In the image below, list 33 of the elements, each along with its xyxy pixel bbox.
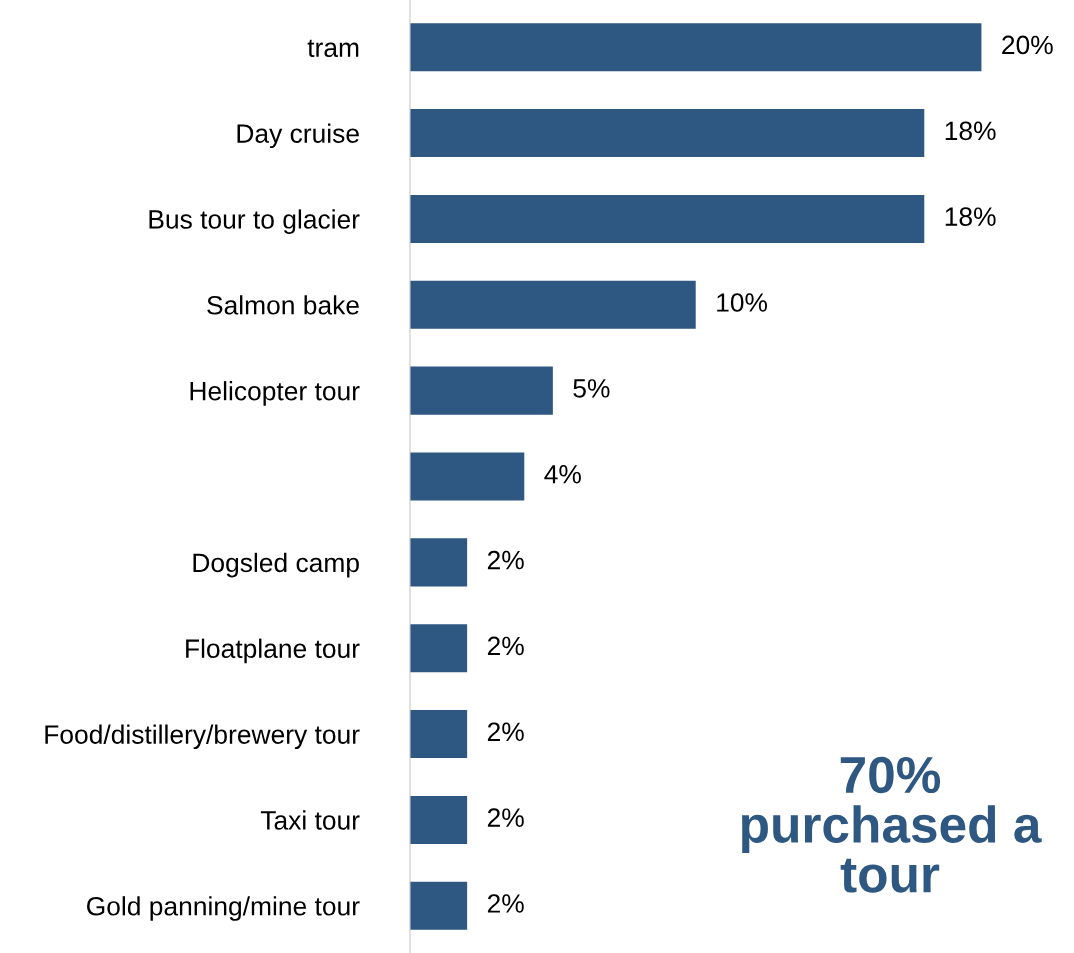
data-label: 18% bbox=[945, 121, 996, 141]
y-tick-label: Salmon bake bbox=[207, 295, 359, 315]
bar bbox=[410, 109, 925, 158]
bar bbox=[410, 366, 553, 415]
bar bbox=[410, 194, 925, 243]
bar bbox=[410, 710, 468, 759]
bar bbox=[410, 624, 468, 673]
bar bbox=[410, 538, 468, 587]
data-label: 2% bbox=[487, 894, 524, 913]
data-label: 4% bbox=[544, 465, 581, 484]
y-tick-label: Floatplane tour bbox=[186, 638, 360, 664]
y-tick-label: tram bbox=[307, 39, 359, 58]
data-label: 2% bbox=[487, 550, 524, 570]
y-tick-label: Gold panning/mine tour bbox=[87, 896, 360, 921]
annotation: 70% purchased a tour bbox=[742, 756, 1042, 893]
data-label: 10% bbox=[717, 293, 768, 312]
y-tick-label: Food/distillery/brewery tour bbox=[45, 724, 360, 750]
y-tick-label: Taxi tour bbox=[260, 810, 360, 830]
y-tick-label: Bus tour to glacier bbox=[149, 209, 360, 234]
data-label: 5% bbox=[573, 379, 610, 398]
bar bbox=[410, 280, 696, 329]
bar bbox=[410, 452, 525, 501]
bar bbox=[410, 23, 982, 72]
data-label: 2% bbox=[487, 808, 524, 827]
bar bbox=[410, 795, 468, 844]
y-tick-label: Dogsled camp bbox=[193, 552, 359, 578]
data-label: 2% bbox=[487, 636, 524, 656]
data-label: 2% bbox=[487, 722, 524, 742]
y-tick-label: Helicopter tour bbox=[190, 381, 360, 406]
data-label: 20% bbox=[1002, 35, 1053, 55]
bar bbox=[410, 881, 468, 930]
data-label: 18% bbox=[945, 207, 996, 227]
y-tick-label: Day cruise bbox=[237, 123, 359, 149]
